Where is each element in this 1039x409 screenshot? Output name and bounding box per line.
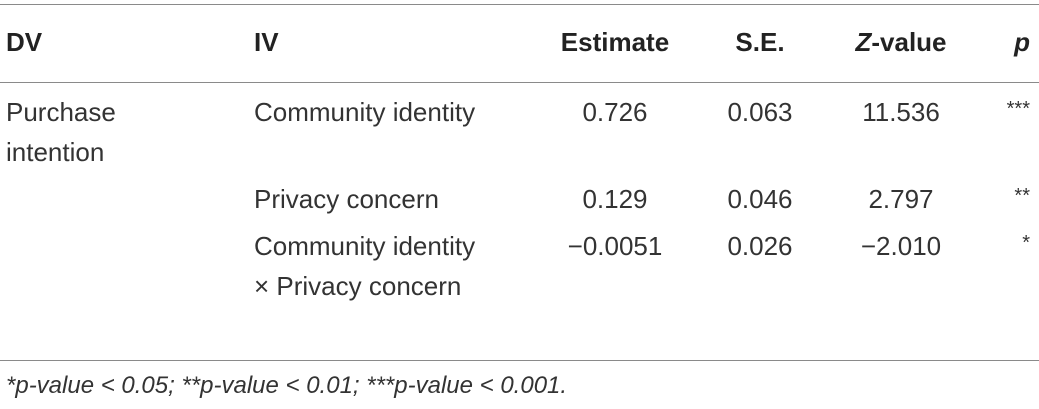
row3-se: 0.026 [727,231,793,261]
header-p-italic: p [1014,27,1030,57]
row3-z: −2.010 [860,231,942,261]
row2-p: ** [1014,185,1030,207]
header-z-value: Z-value [826,22,976,62]
table-bottom-rule [0,360,1039,361]
row3-estimate: −0.0051 [567,231,663,261]
row2-se: 0.046 [727,184,793,214]
row1-se: 0.063 [727,97,793,127]
row1-iv: Community identity [254,97,476,127]
row2-iv: Privacy concern [254,184,439,214]
header-se: S.E. [735,27,785,57]
header-iv: IV [254,27,279,57]
header-estimate: Estimate [560,27,670,57]
row1-dv: Purchase intention [6,97,116,167]
row3-iv: Community identity × Privacy concern [254,231,476,301]
table-header-rule [0,82,1039,83]
header-dv: DV [6,27,43,57]
row3-p: * [1022,232,1030,254]
row1-estimate: 0.726 [582,97,648,127]
table-top-rule [0,4,1039,5]
row2-z: 2.797 [868,184,934,214]
row1-z: 11.536 [862,97,940,127]
row2-estimate: 0.129 [582,184,648,214]
header-z-italic: Z [855,27,872,57]
table-footnote: *p-value < 0.05; **p-value < 0.01; ***p-… [6,372,568,399]
header-p: p [970,22,1030,62]
row1-p: *** [1006,98,1030,120]
header-z-rest: -value [871,27,947,57]
